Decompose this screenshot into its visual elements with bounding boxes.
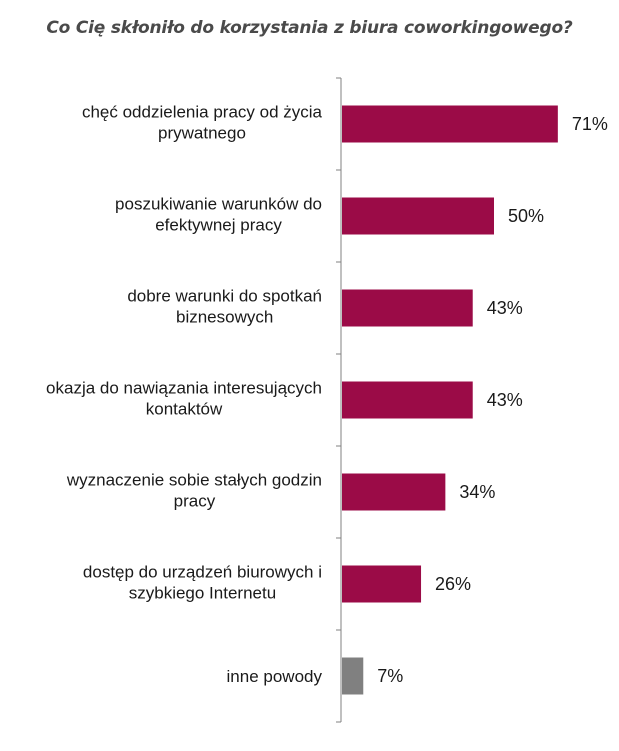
category-label: dostęp do urządzeń biurowych i xyxy=(83,563,322,582)
category-label: prywatnego xyxy=(158,124,246,143)
bar xyxy=(342,197,494,235)
category-label: pracy xyxy=(174,492,216,511)
bar xyxy=(342,289,473,327)
bar xyxy=(342,473,446,511)
category-label: chęć oddzielenia pracy od życia xyxy=(82,103,323,122)
value-label: 43% xyxy=(487,390,523,410)
category-label: efektywnej pracy xyxy=(155,216,282,235)
bars-layer xyxy=(342,105,558,695)
value-label: 43% xyxy=(487,298,523,318)
bar xyxy=(342,657,364,695)
category-label: inne powody xyxy=(227,667,323,686)
category-label: szybkiego Internetu xyxy=(129,584,276,603)
value-label: 26% xyxy=(435,574,471,594)
bar xyxy=(342,105,558,143)
category-label: wyznaczenie sobie stałych godzin xyxy=(66,471,322,490)
chart-title: Co Cię skłoniło do korzystania z biura c… xyxy=(46,18,573,38)
category-label: biznesowych xyxy=(176,308,273,327)
category-label: okazja do nawiązania interesujących xyxy=(46,379,322,398)
value-label: 50% xyxy=(508,206,544,226)
axis-layer xyxy=(336,77,342,723)
value-label: 7% xyxy=(377,666,403,686)
bar xyxy=(342,381,473,419)
bar xyxy=(342,565,422,603)
labels-layer: 71% chęć oddzielenia pracy od życia prywat… xyxy=(46,103,608,687)
category-label: poszukiwanie warunków do xyxy=(115,195,322,214)
category-label: dobre warunki do spotkań xyxy=(127,287,322,306)
value-label: 34% xyxy=(459,482,495,502)
category-label: kontaktów xyxy=(146,400,223,419)
value-label: 71% xyxy=(572,114,608,134)
